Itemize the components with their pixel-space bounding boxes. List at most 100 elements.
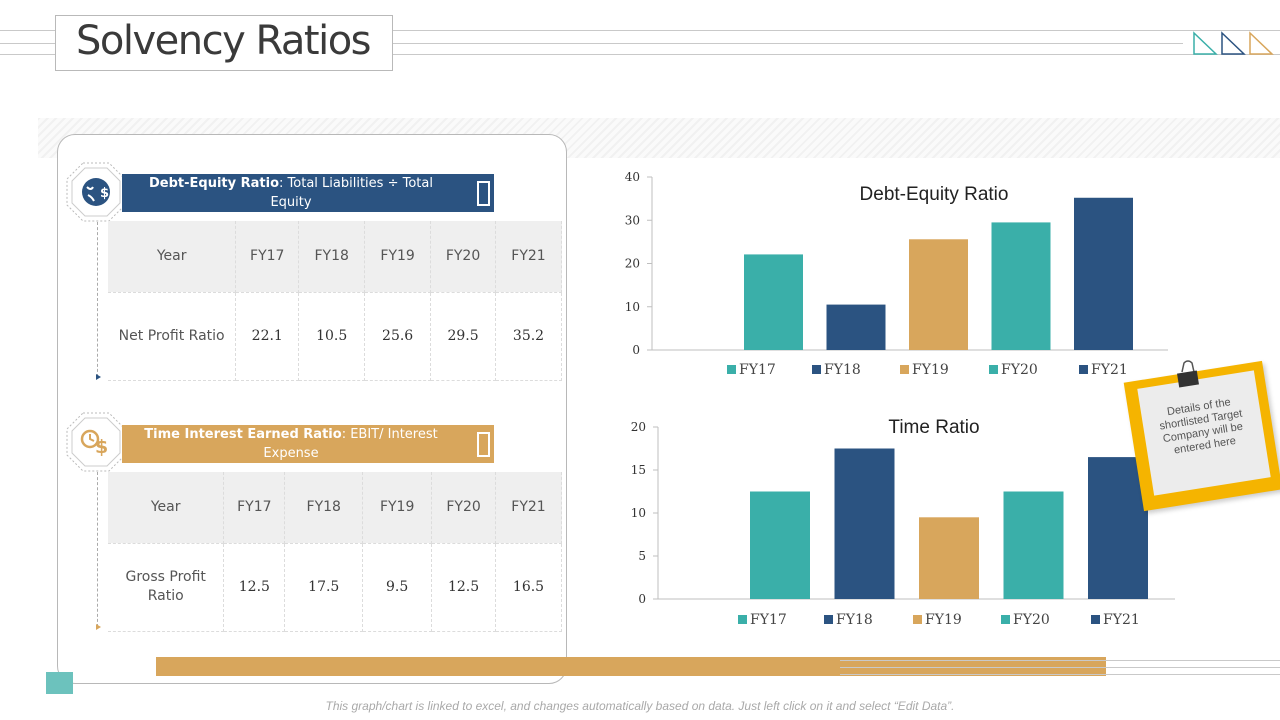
time-interest-table: Year FY17 FY18 FY19 FY20 FY21 Gross Prof…	[108, 472, 562, 632]
table-header-row: Year FY17 FY18 FY19 FY20 FY21	[108, 221, 562, 293]
title-box: Solvency Ratios	[55, 15, 393, 71]
table-row: Gross Profit Ratio 12.5 17.5 9.5 12.5 16…	[108, 543, 562, 632]
banner-rest: : EBIT/ Interest Expense	[263, 427, 438, 461]
bottom-line	[840, 667, 1280, 668]
binder-clip-icon	[1177, 360, 1199, 388]
bar-fy18	[826, 304, 886, 350]
decorative-triangles	[1193, 31, 1274, 55]
expand-toggle[interactable]	[477, 181, 490, 206]
table-cell: 35.2	[495, 292, 562, 381]
header-line	[393, 54, 1280, 55]
table-cell: 12.5	[431, 543, 497, 632]
y-tick-label: 5	[638, 549, 646, 563]
table-cell: 16.5	[495, 543, 562, 632]
table-header-cell: Year	[108, 472, 225, 544]
legend-swatch	[900, 365, 909, 374]
row-label: Net Profit Ratio	[108, 292, 237, 381]
y-tick-label: 20	[631, 420, 646, 434]
debt-equity-banner: Debt-Equity Ratio: Total Liabilities ÷ T…	[122, 174, 494, 212]
table-cell: 22.1	[235, 292, 300, 381]
money-bag-icon: $	[66, 162, 126, 222]
banner-text: Time Interest Earned Ratio: EBIT/ Intere…	[136, 425, 446, 463]
y-tick-label: 0	[638, 592, 646, 606]
bar-fy17	[744, 254, 803, 350]
svg-text:$: $	[100, 186, 109, 201]
header-line	[393, 43, 1183, 44]
bar-fy20	[991, 222, 1051, 350]
triangle-icon	[1193, 31, 1218, 55]
legend-swatch	[913, 615, 922, 624]
legend-label: FY18	[824, 362, 861, 378]
legend-swatch	[824, 615, 833, 624]
y-tick-label: 10	[631, 506, 646, 520]
banner-text: Debt-Equity Ratio: Total Liabilities ÷ T…	[136, 174, 446, 212]
y-tick-label: 15	[631, 463, 646, 477]
header-line	[393, 30, 1280, 31]
banner-bold: Time Interest Earned Ratio	[144, 427, 342, 442]
row-label: Gross Profit Ratio	[108, 543, 225, 632]
table-header-cell: FY21	[495, 221, 562, 293]
legend-swatch	[1079, 365, 1088, 374]
legend-label: FY17	[739, 362, 776, 378]
legend-label: FY20	[1001, 362, 1038, 378]
table-header-cell: Year	[108, 221, 237, 293]
y-tick-label: 20	[625, 257, 640, 271]
legend-label: FY19	[912, 362, 949, 378]
table-header-row: Year FY17 FY18 FY19 FY20 FY21	[108, 472, 562, 544]
y-tick-label: 10	[625, 300, 640, 314]
table-header-cell: FY20	[431, 472, 497, 544]
table-cell: 9.5	[362, 543, 433, 632]
expand-toggle[interactable]	[477, 432, 490, 457]
table-header-cell: FY18	[298, 221, 366, 293]
header-line	[0, 30, 55, 31]
legend-label: FY18	[836, 612, 873, 628]
connector-line	[97, 472, 98, 627]
connector-line	[97, 222, 98, 377]
triangle-icon	[1249, 31, 1274, 55]
legend-label: FY19	[925, 612, 962, 628]
legend-label: FY20	[1013, 612, 1050, 628]
y-tick-label: 30	[625, 213, 640, 227]
legend-swatch	[1091, 615, 1100, 624]
legend-label: FY21	[1091, 362, 1128, 378]
legend-swatch	[738, 615, 747, 624]
header-line	[0, 43, 55, 44]
legend-swatch	[727, 365, 736, 374]
chart-title: Time Ratio	[888, 417, 979, 438]
table-cell: 29.5	[430, 292, 497, 381]
header-line	[0, 54, 55, 55]
bar-fy19	[919, 517, 979, 599]
y-tick-label: 0	[632, 343, 640, 357]
bar-fy21	[1074, 197, 1133, 350]
svg-text:$: $	[95, 436, 108, 458]
table-row: Net Profit Ratio 22.1 10.5 25.6 29.5 35.…	[108, 292, 562, 381]
table-header-cell: FY19	[362, 472, 433, 544]
bottom-line	[840, 674, 1280, 675]
bar-fy20	[1003, 491, 1064, 599]
bar-fy18	[834, 448, 895, 599]
table-cell: 10.5	[298, 292, 366, 381]
bar-fy17	[750, 491, 810, 599]
y-tick-label: 40	[625, 170, 640, 184]
banner-bold: Debt-Equity Ratio	[149, 176, 280, 191]
legend-swatch	[1001, 615, 1010, 624]
table-header-cell: FY18	[284, 472, 364, 544]
chart-title: Debt-Equity Ratio	[860, 184, 1009, 205]
bottom-accent-bar	[156, 657, 1106, 676]
legend-swatch	[812, 365, 821, 374]
table-header-cell: FY20	[430, 221, 497, 293]
sticky-note: Details of the shortlisted Target Compan…	[1123, 360, 1280, 512]
table-header-cell: FY21	[495, 472, 562, 544]
debt-equity-table: Year FY17 FY18 FY19 FY20 FY21 Net Profit…	[108, 221, 562, 381]
table-header-cell: FY17	[223, 472, 286, 544]
time-interest-banner: Time Interest Earned Ratio: EBIT/ Intere…	[122, 425, 494, 463]
table-cell: 17.5	[284, 543, 364, 632]
footnote: This graph/chart is linked to excel, and…	[325, 699, 955, 713]
table-cell: 25.6	[364, 292, 432, 381]
table-header-cell: FY17	[235, 221, 300, 293]
triangle-icon	[1221, 31, 1246, 55]
legend-label: FY17	[750, 612, 787, 628]
table-cell: 12.5	[223, 543, 286, 632]
banner-rest: : Total Liabilities ÷ Total Equity	[270, 176, 433, 210]
teal-square	[46, 672, 73, 694]
